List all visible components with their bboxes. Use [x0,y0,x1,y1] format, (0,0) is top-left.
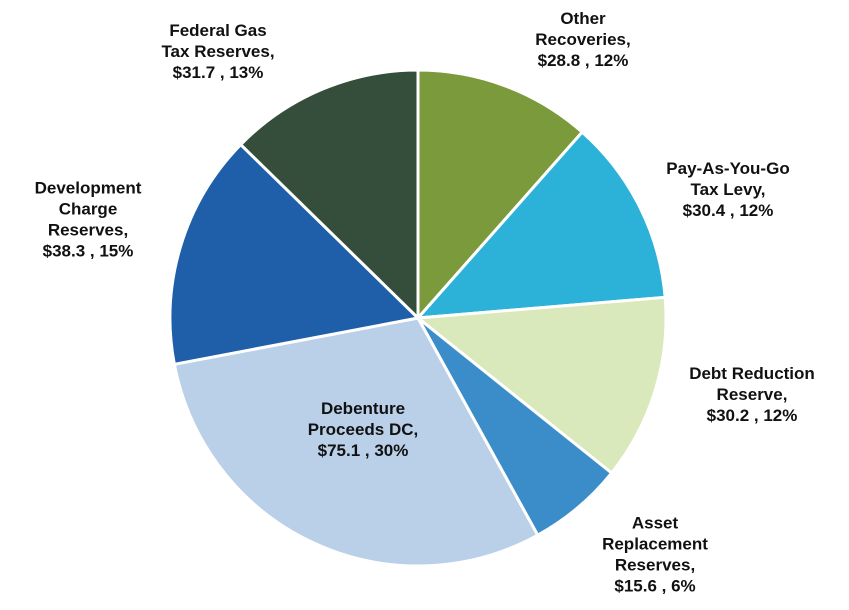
label-line: Tax Levy, [691,180,766,199]
label-line: Replacement [602,535,708,554]
label-line: Charge [59,200,118,219]
label-line: Recoveries, [535,30,630,49]
label-line: Other [560,9,606,28]
label-line: Reserves, [615,556,695,575]
slice-label: Pay-As-You-Go Tax Levy, [666,159,789,199]
label-line: Reserves, [48,221,128,240]
pie-slice [414,130,667,320]
slice-label: Federal Gas Tax Reserves, [161,21,274,61]
label-line: Pay-As-You-Go [666,159,789,178]
slice-label: Other Recoveries, [535,9,630,49]
pie-slice [172,316,540,568]
value-label: $30.4 , 12% [683,201,774,220]
label-line: Proceeds DC, [308,420,419,439]
label-line: Asset [632,514,679,533]
label-line: Debt Reduction [689,364,815,383]
label-line: Development [35,179,142,198]
value-label: $31.7 , 13% [173,63,264,82]
pie-slice [168,142,422,367]
value-label: $15.6 , 6% [614,577,695,596]
slice-label: Debt Reduction Reserve, [689,364,815,404]
slice-label: Debenture Proceeds DC, [308,399,419,439]
slice-label: Development Charge Reserves, [35,179,142,240]
label-line: Reserve, [717,385,788,404]
pie-slice [416,68,585,322]
pie-slice [238,68,420,322]
value-label: $28.8 , 12% [538,51,629,70]
value-label: $30.2 , 12% [707,406,798,425]
value-label: $75.1 , 30% [318,441,409,460]
pie-slice [414,295,668,476]
label-line: Tax Reserves, [161,42,274,61]
slice-label: Asset Replacement Reserves, [602,514,708,575]
value-label: $38.3 , 15% [43,242,134,261]
label-line: Federal Gas [169,21,266,40]
label-line: Debenture [321,399,405,418]
